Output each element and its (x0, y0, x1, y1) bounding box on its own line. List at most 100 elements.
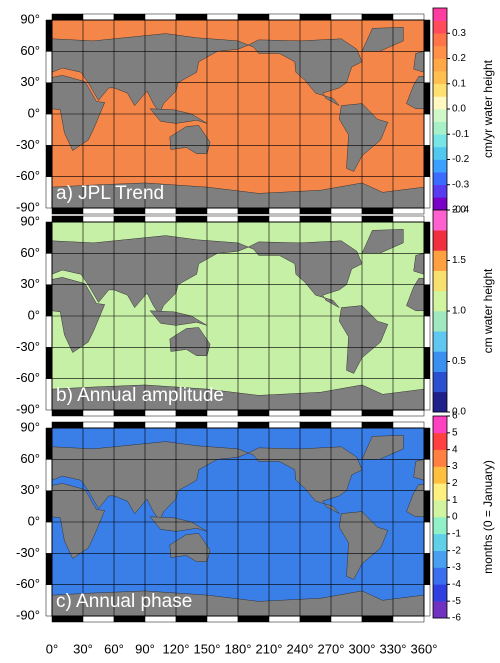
y-tick-label: -90° (16, 607, 40, 622)
frame-segment (45, 145, 53, 177)
frame-segment (423, 82, 431, 115)
colorbar-tick-label: -0.1 (452, 129, 470, 140)
frame-segment (144, 13, 177, 21)
land (169, 327, 211, 356)
colorbar-band (433, 550, 447, 568)
frame-segment (237, 13, 270, 21)
colorbar-band (433, 466, 447, 484)
land (413, 253, 424, 275)
frame-segment (237, 409, 270, 417)
map-border (51, 427, 425, 617)
land (247, 38, 363, 106)
colorbar-band (433, 20, 447, 34)
frame-segment (423, 315, 431, 348)
x-tick-label: 150° (194, 641, 221, 656)
frame-segment (268, 215, 301, 223)
colorbar-tick-label: 0.3 (452, 28, 466, 39)
y-tick-label: 60° (20, 451, 40, 466)
land (406, 278, 424, 312)
frame-segment (268, 409, 301, 417)
colorbar-band (433, 331, 447, 352)
frame-segment (113, 207, 146, 215)
x-tick-label: 60° (104, 641, 124, 656)
map-area (52, 20, 424, 208)
y-tick-label: 90° (20, 11, 40, 26)
frame-segment (392, 207, 425, 215)
land (149, 108, 208, 124)
frame-segment (144, 421, 177, 429)
colorbar-tick-label: -5 (452, 596, 461, 607)
frame-segment (330, 215, 363, 223)
frame-segment (144, 615, 177, 623)
colorbar-tick-label: -6 (452, 613, 461, 624)
frame-segment (361, 421, 394, 429)
y-tick-label: 0° (28, 105, 40, 120)
frame-segment (330, 615, 363, 623)
frame-segment (206, 615, 239, 623)
y-tick-label: -30° (16, 137, 40, 152)
frame-segment (268, 13, 301, 21)
frame-segment (423, 19, 431, 52)
frame-segment (206, 13, 239, 21)
colorbar-band (433, 33, 447, 47)
colorbar-band (433, 159, 447, 173)
colorbar-band (433, 83, 447, 97)
frame-segment (206, 215, 239, 223)
frame-segment (206, 421, 239, 429)
frame-segment (45, 521, 53, 554)
map-panel: 90° 60° 30° 0° -30° -60° -90° a) JPL Trend 0.3 0.… (16, 7, 495, 216)
colorbar-tick-label: 0.2 (452, 53, 466, 64)
frame-segment (206, 207, 239, 215)
y-tick-label: 60° (20, 245, 40, 260)
frame-segment (82, 207, 115, 215)
colorbar-band (433, 96, 447, 110)
land (52, 75, 106, 151)
land (169, 125, 211, 154)
colorbar-tick-label: -0.3 (452, 179, 470, 190)
colorbar-tick-label: -3 (452, 562, 461, 573)
frame-segment (82, 215, 115, 223)
x-tick-label: 300° (349, 641, 376, 656)
colorbar-band (433, 121, 447, 135)
colorbar-tick-label: 3 (452, 461, 458, 472)
frame-segment (45, 113, 53, 146)
frame-segment (237, 207, 270, 215)
frame-segment (361, 207, 394, 215)
colorbar-tick-label: 4 (452, 444, 458, 455)
frame-segment (392, 421, 425, 429)
y-tick-label: 90° (20, 419, 40, 434)
frame-segment (51, 421, 84, 429)
colorbar-band (433, 567, 447, 585)
map-area (52, 222, 424, 410)
y-tick-label: 0° (28, 513, 40, 528)
colorbar-band (433, 109, 447, 122)
land (413, 459, 424, 481)
frame-segment (361, 615, 394, 623)
frame-segment (45, 19, 53, 52)
frame-segment (299, 13, 332, 21)
colorbar-tick-label: 0 (452, 512, 458, 523)
frame-segment (144, 409, 177, 417)
colorbar-band (433, 391, 447, 413)
frame-segment (175, 421, 208, 429)
land (149, 310, 208, 326)
land (406, 484, 424, 518)
colorbar-label: months (0 = January) (481, 460, 495, 574)
colorbar-tick-label: 0.5 (452, 356, 466, 367)
y-tick-label: -60° (16, 576, 40, 591)
colorbar-band (433, 432, 447, 450)
frame-segment (423, 113, 431, 146)
colorbar-tick-label: 1.5 (452, 255, 466, 266)
y-tick-label: 60° (20, 43, 40, 58)
colorbar-tick-label: 0.1 (452, 78, 466, 89)
frame-segment (361, 13, 394, 21)
colorbar-band (433, 230, 447, 251)
frame-segment (45, 284, 53, 317)
colorbar-tick-label: -1 (452, 528, 461, 539)
y-tick-label: 30° (20, 482, 40, 497)
colorbar-band (433, 584, 447, 602)
y-tick-label: 30° (20, 276, 40, 291)
frame-segment (175, 409, 208, 417)
y-tick-label: -30° (16, 545, 40, 560)
x-tick-label: 30° (73, 641, 93, 656)
